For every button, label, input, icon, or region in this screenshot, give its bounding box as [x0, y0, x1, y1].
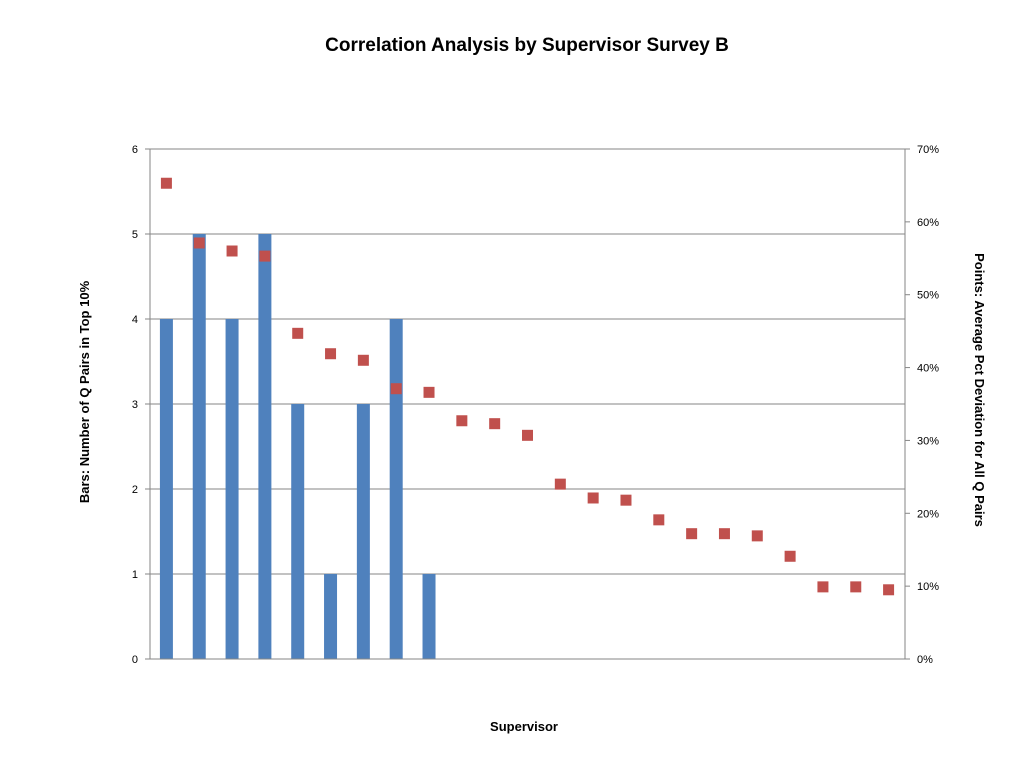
- y2-tick-label: 50%: [917, 290, 939, 302]
- data-point: [817, 581, 829, 593]
- data-point: [620, 494, 632, 506]
- bar: [258, 234, 272, 659]
- x-axis-label: Supervisor: [490, 719, 558, 734]
- y2-axis-label: Points: Average Pct Deviation for All Q …: [972, 253, 987, 527]
- data-point: [325, 348, 337, 360]
- y2-tick-label: 40%: [917, 363, 939, 375]
- data-point: [850, 581, 862, 593]
- y2-tick-label: 30%: [917, 435, 939, 447]
- data-point: [259, 250, 271, 262]
- y2-tick-label: 60%: [917, 217, 939, 229]
- data-point: [587, 492, 599, 504]
- data-point: [718, 528, 730, 540]
- y2-tick-label: 10%: [917, 581, 939, 593]
- data-point: [784, 550, 796, 562]
- chart-title: Correlation Analysis by Supervisor Surve…: [325, 35, 729, 56]
- data-point: [522, 429, 533, 441]
- bar: [356, 404, 370, 659]
- data-point: [423, 386, 435, 398]
- bar: [291, 404, 305, 659]
- data-point: [686, 528, 698, 540]
- y-tick-label: 2: [132, 484, 138, 496]
- data-point: [390, 383, 402, 395]
- data-point: [751, 530, 763, 542]
- y-tick-label: 4: [132, 314, 138, 326]
- y2-tick-label: 20%: [917, 508, 939, 520]
- bar: [159, 319, 173, 659]
- data-point: [883, 584, 895, 596]
- data-point: [292, 327, 304, 339]
- y-tick-label: 1: [132, 569, 138, 581]
- y-tick-label: 5: [132, 229, 138, 241]
- bar: [324, 574, 338, 659]
- data-point: [226, 245, 238, 257]
- data-point: [489, 418, 501, 430]
- y2-tick-label: 0%: [917, 654, 933, 666]
- data-point: [193, 237, 205, 249]
- y-tick-label: 3: [132, 399, 138, 411]
- bar: [192, 234, 206, 659]
- bar: [225, 319, 239, 659]
- y-tick-label: 0: [132, 654, 138, 666]
- y-axis-label: Bars: Number of Q Pairs in Top 10%: [77, 280, 92, 503]
- y-tick-label: 6: [132, 144, 138, 156]
- data-point: [456, 415, 468, 427]
- data-point: [160, 177, 172, 189]
- data-point: [653, 514, 665, 526]
- bar: [422, 574, 436, 659]
- bar: [389, 319, 403, 659]
- y2-tick-label: 70%: [917, 144, 939, 156]
- data-point: [357, 354, 369, 366]
- data-point: [554, 478, 566, 490]
